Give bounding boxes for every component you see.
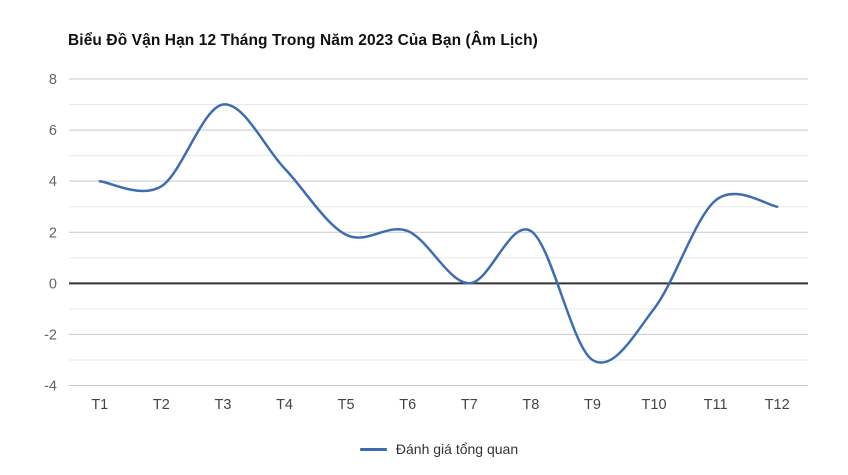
series-line-path	[98, 103, 779, 364]
y-axis-tick-label: 2	[49, 225, 57, 241]
x-axis-category-label: T7	[461, 397, 478, 413]
legend: Đánh giá tổng quan	[29, 441, 848, 457]
x-axis-category-label: T11	[704, 397, 728, 413]
line-plot: 8 6 4 2 0 -2 -4 T1 T2 T3 T4 T5 T6 T7 T8 T9 T10 T11 T12	[44, 72, 808, 413]
y-axis-tick-label: 4	[49, 174, 57, 190]
x-axis-category-label: T3	[214, 397, 231, 413]
x-axis-category-label: T12	[765, 397, 790, 413]
y-axis-tick-label: 0	[49, 276, 57, 292]
y-axis-tick-label: -2	[44, 327, 57, 343]
x-axis-category-label: T2	[153, 397, 170, 413]
legend-label: Đánh giá tổng quan	[395, 441, 519, 457]
x-axis-category-label: T9	[584, 397, 601, 413]
x-axis-category-label: T4	[276, 397, 293, 413]
x-axis-category-label: T6	[399, 397, 416, 413]
x-axis-category-label: T5	[338, 397, 355, 413]
x-axis-category-label: T8	[522, 397, 539, 413]
legend-line-swatch	[359, 447, 387, 451]
chart-title: Biểu Đồ Vận Hạn 12 Tháng Trong Năm 2023 …	[68, 32, 538, 49]
y-axis-tick-label: -4	[44, 379, 57, 395]
x-axis-category-label: T10	[642, 397, 667, 413]
x-axis-category-label: T1	[91, 397, 108, 413]
y-axis-tick-label: 6	[49, 123, 57, 139]
y-axis-tick-label: 8	[49, 72, 57, 88]
